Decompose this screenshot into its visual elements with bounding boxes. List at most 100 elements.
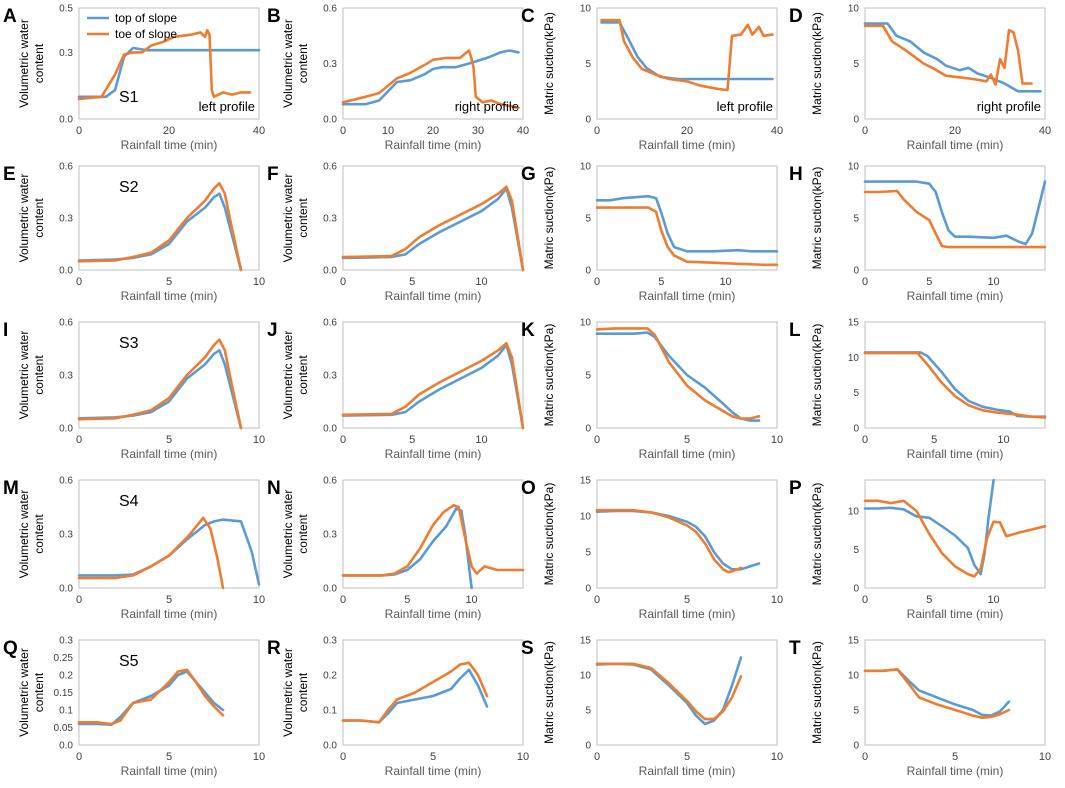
x-tick-label: 5 [409, 434, 415, 446]
y-tick-label: 0.15 [54, 688, 74, 699]
x-tick-label: 0 [862, 434, 868, 446]
y-axis-label: Matric suction(kPa) [810, 483, 824, 586]
y-axis-label-line: content [296, 355, 310, 395]
series-line-top-of-slope [863, 22, 1042, 93]
series-line-toe-of-slope [595, 662, 743, 721]
x-tick-label: 0 [862, 276, 868, 288]
x-tick-label: 10 [253, 594, 265, 606]
y-tick-label: 0.6 [59, 476, 73, 487]
x-axis-label: Rainfall time (min) [385, 447, 482, 461]
panel-b: B 0.0 0.3 0.6 0 10 20 30 40 Rainfall time (min) Vo… [267, 4, 529, 153]
y-axis-label: Matric suction(kPa) [810, 324, 824, 427]
y-tick-label: 10 [848, 671, 860, 682]
plot-area [864, 7, 1046, 120]
y-axis-label: Volumetric watercontent [281, 490, 310, 579]
y-tick-label: 0 [585, 741, 591, 752]
y-tick-label: 0.3 [323, 530, 337, 541]
x-tick-label: 0 [76, 434, 82, 446]
y-axis-label: Volumetric watercontent [281, 174, 310, 263]
y-axis-label: Matric suction(kPa) [810, 12, 824, 115]
specimen-tag: S2 [119, 179, 139, 196]
y-tick-label: 0.3 [59, 530, 73, 541]
y-tick-label: 0.05 [54, 723, 74, 734]
plot-area [596, 639, 778, 746]
series-line-toe-of-slope [863, 668, 1011, 719]
y-tick-label: 15 [580, 636, 592, 647]
legend-label: top of slope [115, 11, 177, 25]
y-axis-label-line: content [296, 198, 310, 238]
y-tick-label: 0.25 [54, 653, 74, 664]
x-tick-label: 20 [427, 125, 439, 137]
x-axis-label: Rainfall time (min) [907, 289, 1004, 303]
specimen-tag: S5 [119, 653, 139, 670]
series-line-top-of-slope [595, 194, 779, 253]
y-axis-label-line: Matric suction(kPa) [810, 12, 824, 115]
plot-area [864, 165, 1046, 271]
plot-area [78, 321, 260, 429]
y-axis-label: Volumetric watercontent [281, 648, 310, 737]
panel-d: D 0 5 10 0 20 40 Rainfall time (min) Matric suct… [789, 4, 1051, 153]
y-tick-label: 0.0 [323, 584, 337, 595]
x-tick-label: 0 [340, 276, 346, 288]
y-tick-label: 5 [585, 548, 591, 559]
plot-area [78, 479, 260, 589]
x-axis-label: Rainfall time (min) [385, 764, 482, 778]
profile-note: left profile [717, 99, 773, 114]
y-tick-label: 0.6 [323, 476, 337, 487]
x-tick-label: 5 [166, 751, 172, 763]
panel-letter: R [267, 638, 281, 659]
x-tick-label: 5 [658, 276, 664, 288]
y-tick-label: 5 [853, 59, 859, 70]
x-tick-label: 0 [862, 125, 868, 137]
x-tick-label: 0 [594, 125, 600, 137]
series-line-toe-of-slope [595, 508, 743, 574]
y-axis-label-line: Matric suction(kPa) [810, 324, 824, 427]
y-axis-label: Volumetric watercontent [17, 174, 46, 263]
panel-k: K 0 5 10 0 5 10 Rainfall time (min) Matric sucti… [521, 318, 783, 462]
y-tick-label: 5 [853, 706, 859, 717]
series-line-toe-of-slope [341, 503, 525, 577]
panel-m: M 0.0 0.3 0.6 0 5 10 Rainfall time (min) Volumet… [3, 476, 265, 622]
x-tick-label: 10 [253, 434, 265, 446]
panel-q: Q 0.0 0.05 0.1 0.15 0.2 0.25 0.3 0 5 10 Rainfall ti… [3, 636, 265, 779]
y-axis-label-line: content [32, 198, 46, 238]
x-axis-label: Rainfall time (min) [639, 289, 736, 303]
y-axis-label: Matric suction(kPa) [542, 12, 556, 115]
x-tick-label: 5 [409, 276, 415, 288]
y-axis-label: Volumetric watercontent [17, 648, 46, 737]
y-axis-label-line: Volumetric water [281, 648, 295, 737]
x-tick-label: 5 [684, 594, 690, 606]
y-axis-label-line: content [296, 672, 310, 712]
series-line-toe-of-slope [341, 49, 520, 110]
x-tick-label: 0 [340, 434, 346, 446]
x-tick-label: 5 [926, 276, 932, 288]
panel-letter: I [3, 320, 8, 341]
series-line-top-of-slope [863, 180, 1047, 246]
profile-note: right profile [455, 99, 519, 114]
legend-label: toe of slope [115, 27, 177, 41]
x-tick-label: 10 [997, 434, 1009, 446]
series-line-top-of-slope [341, 49, 520, 106]
x-tick-label: 0 [594, 594, 600, 606]
x-tick-label: 5 [166, 434, 172, 446]
y-tick-label: 10 [848, 162, 860, 173]
y-axis-label: Matric suction(kPa) [542, 641, 556, 744]
x-tick-label: 5 [931, 434, 937, 446]
y-tick-label: 0.1 [323, 706, 337, 717]
panel-letter: M [3, 478, 19, 499]
x-tick-label: 0 [340, 751, 346, 763]
x-tick-label: 0 [340, 594, 346, 606]
y-tick-label: 5 [853, 545, 859, 556]
plot-area [78, 639, 260, 746]
y-axis-label: Matric suction(kPa) [542, 167, 556, 270]
x-tick-label: 10 [475, 434, 487, 446]
series-line-toe-of-slope [863, 189, 1047, 249]
y-tick-label: 0.6 [323, 318, 337, 329]
x-tick-label: 10 [771, 434, 783, 446]
y-tick-label: 0 [853, 266, 859, 277]
panel-letter: N [267, 478, 281, 499]
series-line-top-of-slope [863, 351, 1047, 418]
x-tick-label: 30 [472, 125, 484, 137]
